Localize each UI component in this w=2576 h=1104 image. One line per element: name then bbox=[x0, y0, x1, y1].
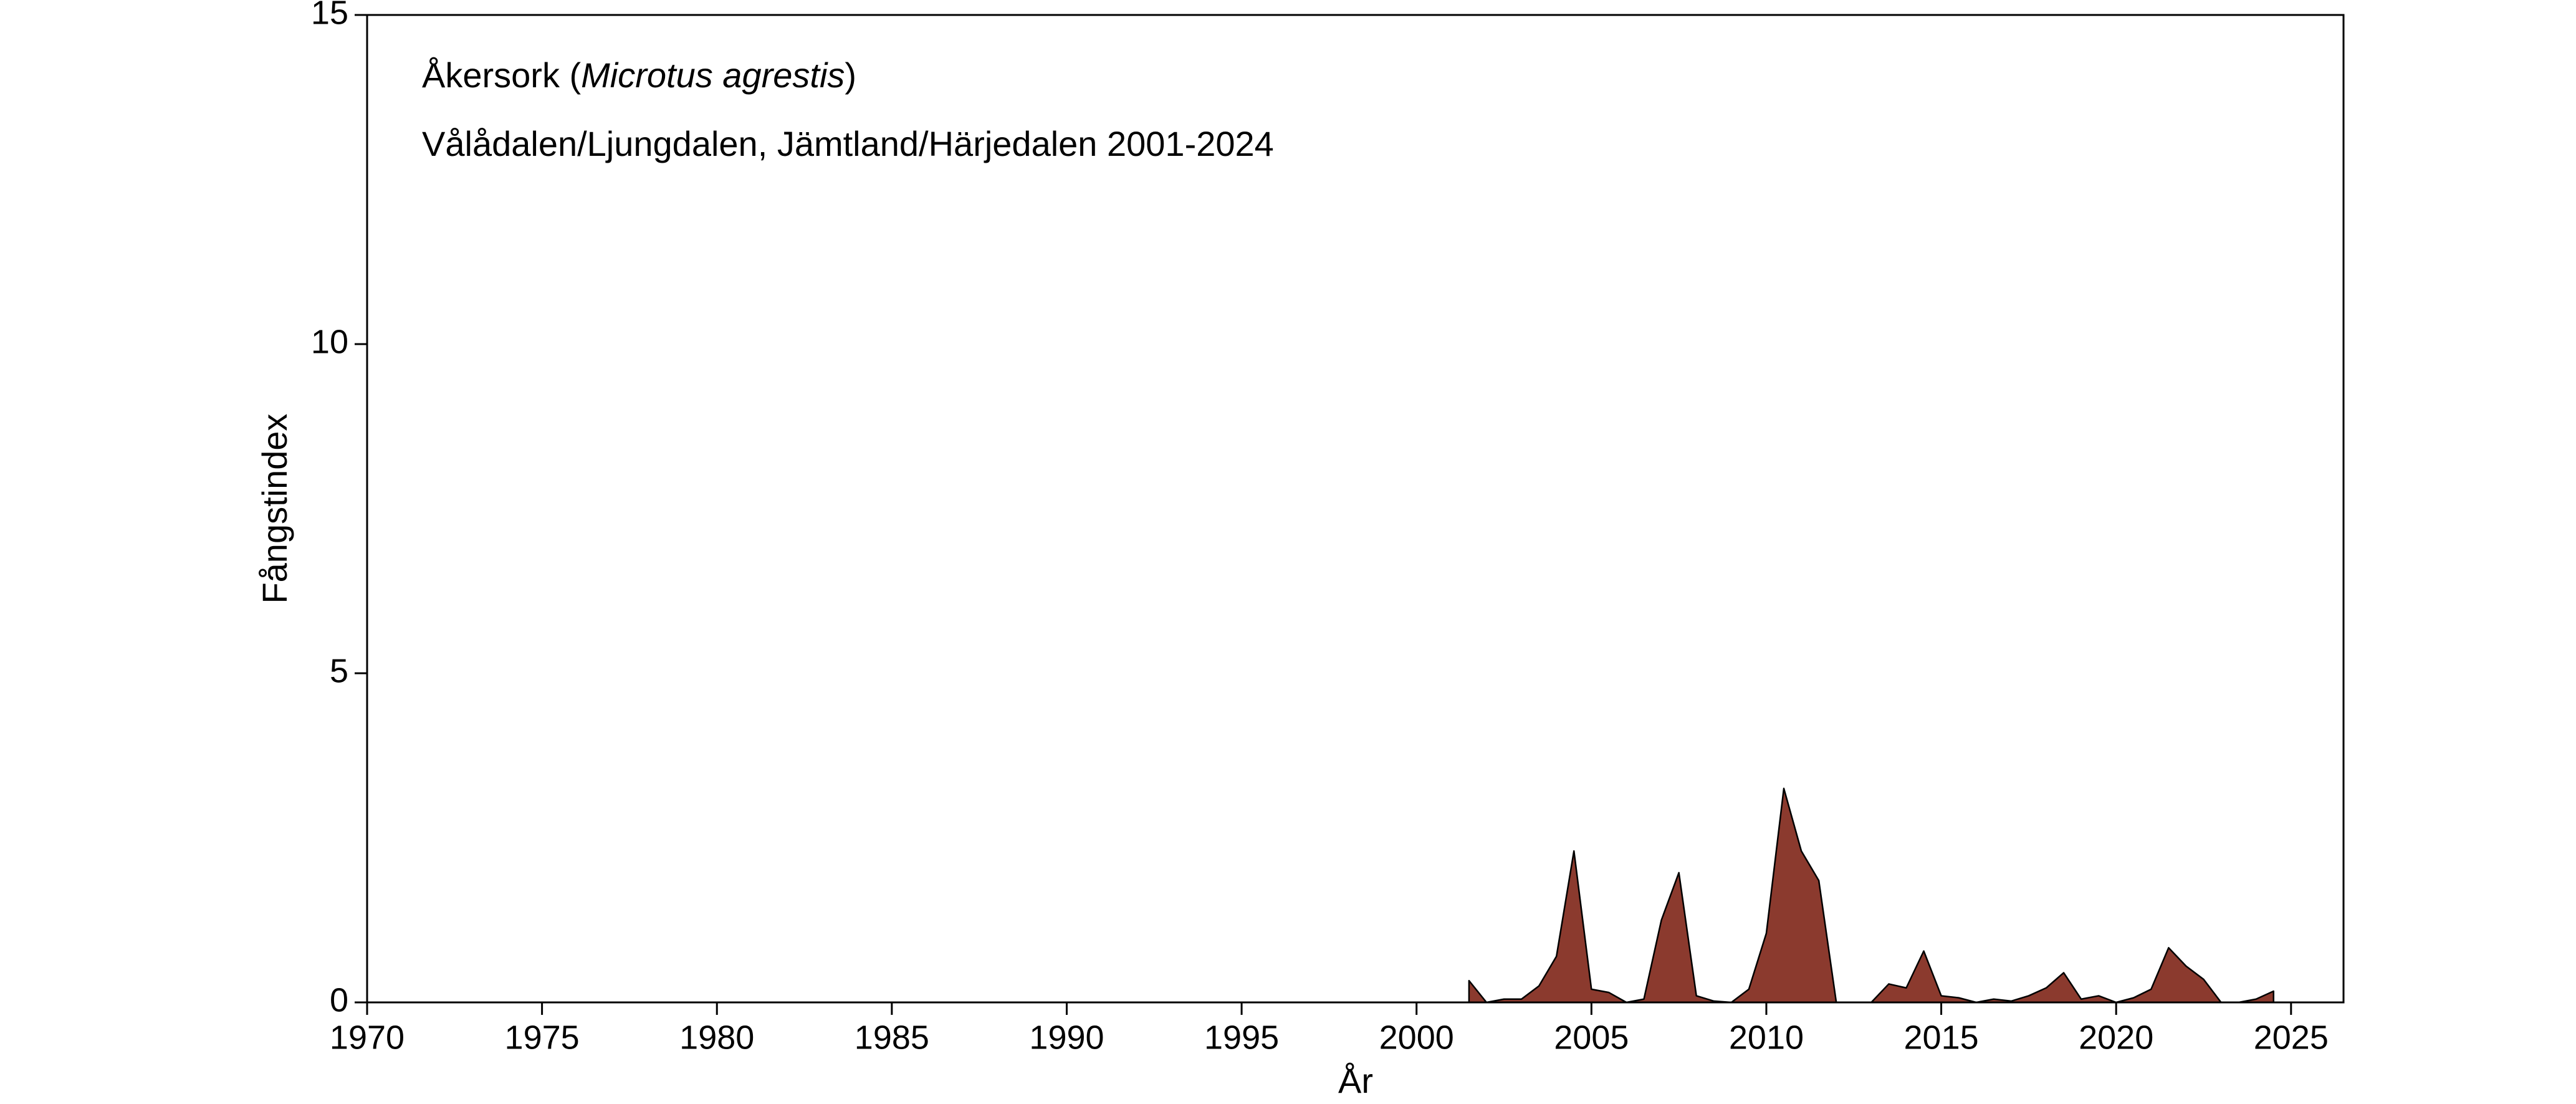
x-tick-label: 2015 bbox=[1904, 1019, 1979, 1056]
x-tick-label: 1995 bbox=[1204, 1019, 1279, 1056]
plot-frame bbox=[366, 14, 2345, 1004]
x-tick-label: 2020 bbox=[2079, 1019, 2153, 1056]
x-tick-label: 1970 bbox=[330, 1019, 405, 1056]
x-tick-label: 1990 bbox=[1029, 1019, 1104, 1056]
chart-title: Åkersork (Microtus agrestis) bbox=[422, 55, 856, 95]
y-tick-label: 0 bbox=[330, 981, 348, 1019]
x-tick-label: 2005 bbox=[1554, 1019, 1629, 1056]
x-tick-label: 2000 bbox=[1379, 1019, 1454, 1056]
x-tick-label: 2010 bbox=[1729, 1019, 1804, 1056]
x-tick-label: 1975 bbox=[505, 1019, 580, 1056]
x-tick-label: 1985 bbox=[855, 1019, 929, 1056]
x-tick-label: 1980 bbox=[679, 1019, 754, 1056]
y-tick-label: 5 bbox=[330, 652, 348, 689]
chart-subtitle: Vålådalen/Ljungdalen, Jämtland/Härjedale… bbox=[422, 124, 1274, 163]
title-part: Åkersork ( bbox=[422, 55, 581, 95]
area bbox=[1468, 787, 2274, 1004]
x-axis-label: År bbox=[1338, 1061, 1373, 1100]
title-part: Microtus agrestis bbox=[581, 55, 845, 95]
y-tick-label: 15 bbox=[311, 0, 348, 31]
y-tick-label: 10 bbox=[311, 323, 348, 360]
title-part: ) bbox=[845, 55, 856, 95]
x-tick-label: 2025 bbox=[2254, 1019, 2329, 1056]
y-axis-label: Fångstindex bbox=[255, 413, 294, 603]
